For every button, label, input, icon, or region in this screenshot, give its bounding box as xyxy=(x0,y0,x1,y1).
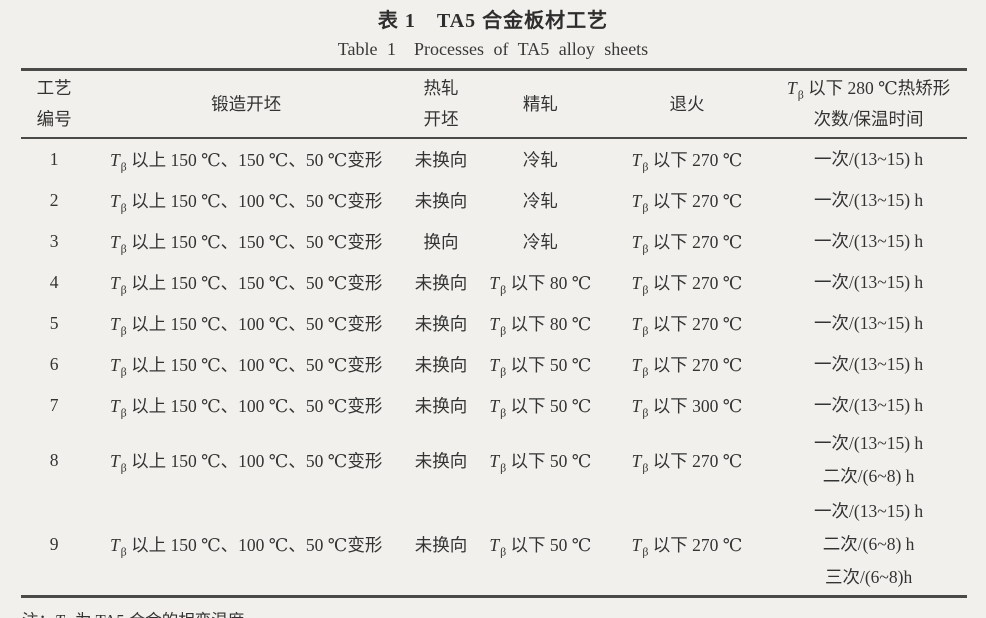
table-row: 3 Tβ 以上 150 ℃、150 ℃、50 ℃变形 换向 冷轧 Tβ 以下 270 ℃… xyxy=(21,221,967,262)
cell-hot-rolling: 未换向 xyxy=(414,396,468,416)
cell-no: 2 xyxy=(49,190,59,210)
cell-no: 1 xyxy=(49,149,59,169)
cell-hot-rolling: 未换向 xyxy=(414,191,468,211)
cell-straightening: 一次/(13~15) h xyxy=(770,344,967,385)
cell-hot-rolling: 未换向 xyxy=(414,150,468,170)
cell-annealing: Tβ 以下 270 ℃ xyxy=(631,150,743,174)
cell-straightening: 一次/(13~15) h xyxy=(770,303,967,344)
cell-annealing: Tβ 以下 300 ℃ xyxy=(631,396,743,420)
header-line: 编号 xyxy=(36,109,72,129)
cell-forging: Tβ 以上 150 ℃、100 ℃、50 ℃变形 xyxy=(109,535,383,559)
table-body: 1 Tβ 以上 150 ℃、150 ℃、50 ℃变形 未换向 冷轧 Tβ 以下 270 … xyxy=(21,138,967,597)
table-row: 4 Tβ 以上 150 ℃、150 ℃、50 ℃变形 未换向 Tβ 以下 80 ℃ Tβ… xyxy=(21,262,967,303)
header-line: Tβ 以下 280 ℃热矫形 xyxy=(786,78,951,102)
cell-forging: Tβ 以上 150 ℃、100 ℃、50 ℃变形 xyxy=(109,450,383,474)
straightening-line: 一次/(13~15) h xyxy=(814,313,924,333)
cell-hot-rolling: 未换向 xyxy=(414,314,468,334)
cell-forging: Tβ 以上 150 ℃、150 ℃、50 ℃变形 xyxy=(109,150,383,174)
col-header-annealing: 退火 xyxy=(603,69,771,139)
cell-hot-rolling: 未换向 xyxy=(414,273,468,293)
cell-finish-rolling: Tβ 以下 50 ℃ xyxy=(489,355,592,379)
cell-forging: Tβ 以上 150 ℃、150 ℃、50 ℃变形 xyxy=(109,232,383,256)
cell-finish-rolling: Tβ 以下 80 ℃ xyxy=(489,273,592,297)
table-row: 5 Tβ 以上 150 ℃、100 ℃、50 ℃变形 未换向 Tβ 以下 80 ℃ Tβ… xyxy=(21,303,967,344)
cell-straightening: 一次/(13~15) h xyxy=(770,221,967,262)
col-header-finish-rolling: 精轧 xyxy=(476,69,604,139)
cell-straightening: 一次/(13~15) h xyxy=(770,138,967,180)
straightening-line: 三次/(6~8)h xyxy=(824,567,913,587)
table-row: 1 Tβ 以上 150 ℃、150 ℃、50 ℃变形 未换向 冷轧 Tβ 以下 270 … xyxy=(21,138,967,180)
straightening-line: 一次/(13~15) h xyxy=(814,149,924,169)
cell-hot-rolling: 换向 xyxy=(423,232,459,252)
cell-no: 4 xyxy=(49,272,59,292)
table-row: 2 Tβ 以上 150 ℃、100 ℃、50 ℃变形 未换向 冷轧 Tβ 以下 270 … xyxy=(21,180,967,221)
cell-no: 3 xyxy=(49,231,59,251)
col-header-straightening: Tβ 以下 280 ℃热矫形 次数/保温时间 xyxy=(770,69,967,139)
cell-no: 9 xyxy=(49,534,59,554)
cell-finish-rolling: Tβ 以下 50 ℃ xyxy=(489,396,592,420)
cell-finish-rolling: 冷轧 xyxy=(522,232,558,252)
cell-no: 6 xyxy=(49,354,59,374)
header-line: 精轧 xyxy=(522,93,558,114)
header-line: 锻造开坯 xyxy=(211,93,282,114)
straightening-line: 一次/(13~15) h xyxy=(814,231,924,251)
header-line: 退火 xyxy=(669,93,705,114)
table-header: 工艺 编号 锻造开坯 热轧 开坯 精轧 退火 Tβ 以下 280 ℃热矫形 xyxy=(21,69,967,139)
cell-hot-rolling: 未换向 xyxy=(414,450,468,471)
cell-forging: Tβ 以上 150 ℃、150 ℃、50 ℃变形 xyxy=(109,273,383,297)
cell-finish-rolling: Tβ 以下 80 ℃ xyxy=(489,314,592,338)
header-line: 次数/保温时间 xyxy=(813,109,924,129)
cell-finish-rolling: Tβ 以下 50 ℃ xyxy=(489,535,592,559)
col-header-hot-rolling: 热轧 开坯 xyxy=(405,69,477,139)
cell-annealing: Tβ 以下 270 ℃ xyxy=(631,535,743,559)
table-title-en: Table 1 Processes of TA5 alloy sheets xyxy=(337,39,649,59)
cell-finish-rolling: 冷轧 xyxy=(522,150,558,170)
table-row: 8 Tβ 以上 150 ℃、100 ℃、50 ℃变形 未换向 Tβ 以下 50 ℃ Tβ… xyxy=(21,426,967,494)
table-title-zh: 表 1 TA5 合金板材工艺 xyxy=(377,10,609,32)
cell-no: 7 xyxy=(49,395,59,415)
cell-straightening: 一次/(13~15) h xyxy=(770,385,967,426)
table-note: 注：Tβ 为 TA5 合金的相变温度 xyxy=(22,607,986,618)
table-row: 9 Tβ 以上 150 ℃、100 ℃、50 ℃变形 未换向 Tβ 以下 50 ℃ Tβ… xyxy=(21,494,967,597)
table-row: 7 Tβ 以上 150 ℃、100 ℃、50 ℃变形 未换向 Tβ 以下 50 ℃ Tβ… xyxy=(21,385,967,426)
straightening-line: 一次/(13~15) h xyxy=(814,190,924,210)
cell-annealing: Tβ 以下 270 ℃ xyxy=(631,355,743,379)
cell-straightening: 一次/(13~15) h xyxy=(770,180,967,221)
cell-finish-rolling: Tβ 以下 50 ℃ xyxy=(489,450,592,474)
straightening-line: 一次/(13~15) h xyxy=(814,354,924,374)
straightening-line: 一次/(13~15) h xyxy=(814,433,924,453)
straightening-line: 二次/(6~8) h xyxy=(822,466,915,486)
cell-forging: Tβ 以上 150 ℃、100 ℃、50 ℃变形 xyxy=(109,396,383,420)
cell-annealing: Tβ 以下 270 ℃ xyxy=(631,273,743,297)
cell-forging: Tβ 以上 150 ℃、100 ℃、50 ℃变形 xyxy=(109,314,383,338)
cell-forging: Tβ 以上 150 ℃、100 ℃、50 ℃变形 xyxy=(109,191,383,215)
cell-straightening: 一次/(13~15) h 二次/(6~8) h xyxy=(770,426,967,494)
header-line: 热轧 xyxy=(423,78,459,98)
cell-annealing: Tβ 以下 270 ℃ xyxy=(631,314,743,338)
header-row: 工艺 编号 锻造开坯 热轧 开坯 精轧 退火 Tβ 以下 280 ℃热矫形 xyxy=(21,69,967,139)
straightening-line: 一次/(13~15) h xyxy=(814,501,924,521)
cell-annealing: Tβ 以下 270 ℃ xyxy=(631,450,743,474)
straightening-line: 二次/(6~8) h xyxy=(822,534,915,554)
cell-forging: Tβ 以上 150 ℃、100 ℃、50 ℃变形 xyxy=(109,355,383,379)
cell-annealing: Tβ 以下 270 ℃ xyxy=(631,191,743,215)
cell-straightening: 一次/(13~15) h xyxy=(770,262,967,303)
cell-straightening: 一次/(13~15) h 二次/(6~8) h 三次/(6~8)h xyxy=(770,494,967,597)
header-line: 工艺 xyxy=(36,78,72,98)
header-line: 开坯 xyxy=(423,109,459,129)
cell-no: 5 xyxy=(49,313,59,333)
cell-no: 8 xyxy=(49,449,59,470)
col-header-process-no: 工艺 编号 xyxy=(21,69,88,139)
process-table: 工艺 编号 锻造开坯 热轧 开坯 精轧 退火 Tβ 以下 280 ℃热矫形 xyxy=(21,68,967,598)
cell-hot-rolling: 未换向 xyxy=(414,535,468,555)
col-header-forging: 锻造开坯 xyxy=(87,69,406,139)
straightening-line: 一次/(13~15) h xyxy=(814,272,924,292)
cell-finish-rolling: 冷轧 xyxy=(522,191,558,211)
table-row: 6 Tβ 以上 150 ℃、100 ℃、50 ℃变形 未换向 Tβ 以下 50 ℃ Tβ… xyxy=(21,344,967,385)
straightening-line: 一次/(13~15) h xyxy=(814,395,924,415)
cell-hot-rolling: 未换向 xyxy=(414,355,468,375)
cell-annealing: Tβ 以下 270 ℃ xyxy=(631,232,743,256)
